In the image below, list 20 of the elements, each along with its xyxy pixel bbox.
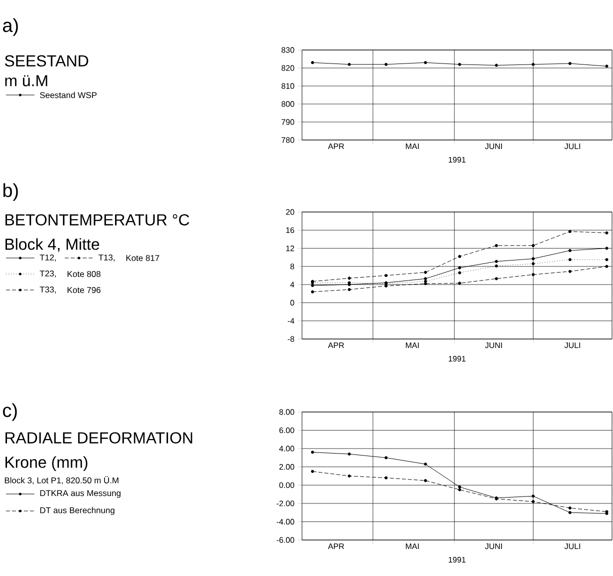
legend-label: T33, <box>40 286 56 294</box>
text: SEESTAND <box>4 55 88 66</box>
legend-label: T12, <box>40 254 56 262</box>
legend-label: DTKRA aus Messung <box>40 490 120 498</box>
text: RADIALE DEFORMATION <box>6 432 192 444</box>
text: BETONTEMPERATUR °C <box>6 214 190 226</box>
y-axis-title: m ü.M <box>5 75 48 86</box>
text: Kote 796 <box>68 287 100 293</box>
text: Block 3, Lot P1, 820.50 m Ü.M <box>4 476 118 484</box>
legend-label: T13, <box>98 254 115 262</box>
text: Kote 817 <box>126 255 160 261</box>
text: c) <box>3 403 17 421</box>
text: a) <box>3 18 18 36</box>
legend-label: DT aus Berechnung <box>40 507 114 515</box>
y-axis-title: Krone (mm) <box>6 456 88 472</box>
legend-label: Seestand WSP <box>40 92 97 98</box>
text: Block 4, Mitte <box>6 238 100 252</box>
text: b) <box>3 183 18 201</box>
text: Kote 808 <box>68 271 100 277</box>
legend-label: T23, <box>40 270 56 278</box>
